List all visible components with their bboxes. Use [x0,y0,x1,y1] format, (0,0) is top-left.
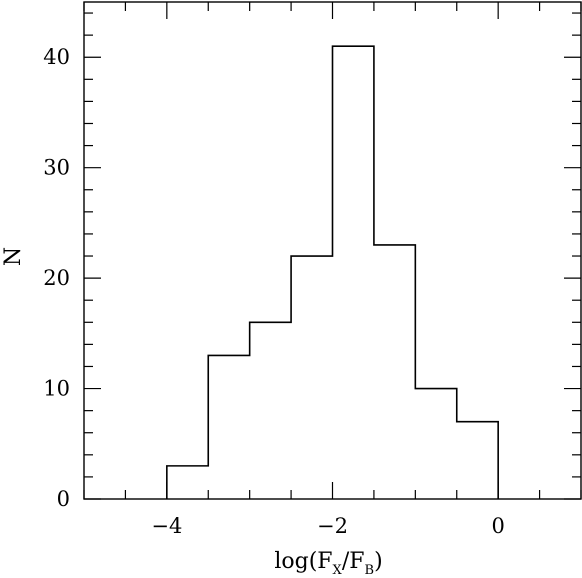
y-tick-label: 0 [57,487,70,511]
histogram-bin [415,389,456,499]
histogram-bin [374,245,415,499]
tick-marks [83,2,582,500]
histogram-bin [333,46,374,499]
histogram-bin [250,322,291,499]
histogram-bin [167,466,208,499]
x-tick-label: −4 [151,514,182,538]
histogram-bin [208,355,249,499]
tick-labels: −4 −2 0 0 10 20 30 40 [43,45,505,538]
x-tick-label: 0 [491,514,504,538]
x-tick-label: −2 [317,514,348,538]
histogram-bin [457,422,498,499]
y-tick-label: 10 [43,377,70,401]
y-axis-label: N [1,247,26,266]
y-tick-label: 20 [43,266,70,290]
y-tick-label: 40 [43,45,70,69]
x-axis-label: log(FX/FB) [274,549,382,578]
histogram-outline [166,45,499,499]
y-tick-label: 30 [43,156,70,180]
histogram-bin [291,256,332,499]
